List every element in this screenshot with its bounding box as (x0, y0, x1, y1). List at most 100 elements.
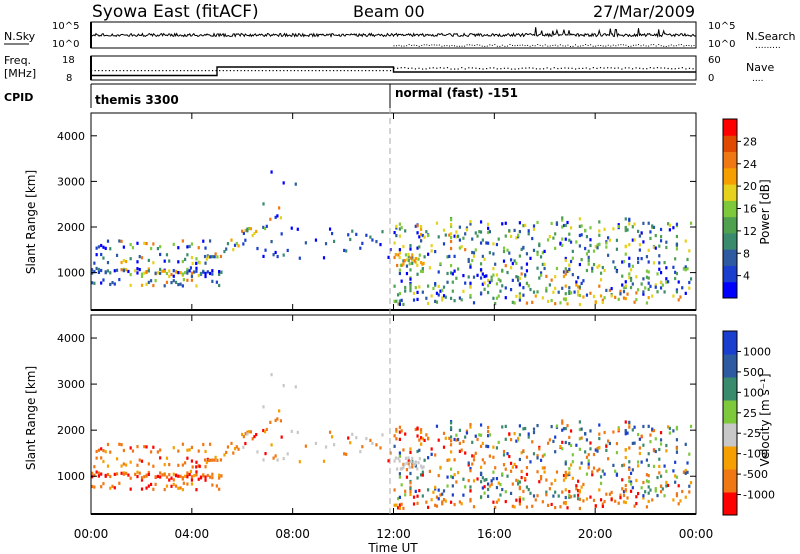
power-cell (524, 223, 527, 227)
velocity-cell (562, 473, 566, 478)
colorbar-swatch (723, 331, 737, 355)
velocity-cell (156, 474, 159, 479)
power-cell (375, 239, 378, 244)
power-cell (621, 283, 624, 287)
noise-search-dot (403, 45, 405, 47)
velocity-cell (351, 432, 354, 436)
power-cell (449, 264, 453, 268)
nave-dot (244, 70, 246, 72)
power-cell (603, 296, 606, 300)
power-cell (393, 284, 396, 288)
colorbar-tick-label: 8 (743, 247, 750, 260)
nave-dot (688, 67, 691, 69)
velocity-cell (172, 482, 175, 487)
power-cell (585, 235, 589, 239)
velocity-cell (398, 506, 401, 510)
velocity-cell (487, 494, 490, 498)
velocity-cell (598, 488, 601, 492)
velocity-cell (642, 424, 645, 429)
noise-search-dot (464, 45, 466, 47)
power-cell (615, 269, 619, 274)
velocity-cell (686, 470, 689, 474)
velocity-cell (624, 488, 627, 492)
velocity-cell (395, 503, 398, 507)
velocity-cell (422, 465, 425, 469)
power-cell (97, 245, 101, 249)
nave-dot (236, 70, 239, 72)
velocity-cell (204, 475, 207, 479)
velocity-cell (585, 455, 589, 459)
velocity-cell (578, 447, 581, 451)
velocity-cell (442, 445, 446, 449)
velocity-cell (393, 459, 396, 463)
power-cell (561, 225, 564, 229)
velocity-cell (106, 442, 110, 447)
power-cell (532, 290, 536, 294)
nave-dot (179, 70, 182, 72)
power-cell (186, 271, 189, 275)
velocity-cell (211, 472, 214, 476)
power-cell (197, 246, 200, 250)
velocity-cell (279, 419, 283, 423)
power-cell (568, 286, 571, 290)
noise-search-dot (514, 45, 516, 47)
noise-search-dot (484, 45, 486, 47)
velocity-cell (396, 467, 399, 471)
velocity-cell (197, 477, 200, 481)
velocity-cell (502, 463, 506, 467)
velocity-cell (573, 494, 576, 498)
velocity-cell (571, 476, 574, 480)
noise-search-dot (562, 45, 564, 47)
nave-dot (525, 67, 527, 69)
power-cell (511, 278, 514, 282)
power-cell (400, 298, 403, 302)
velocity-cell (174, 473, 178, 477)
power-cell (409, 283, 412, 287)
velocity-cell (517, 436, 520, 441)
velocity-cell (569, 429, 573, 433)
velocity-cell (585, 497, 589, 501)
noise-search-dot (685, 44, 687, 46)
power-cell (531, 236, 534, 241)
power-cell (172, 242, 175, 246)
velocity-cell (564, 426, 567, 431)
power-cell (100, 281, 103, 285)
power-cell (677, 280, 680, 284)
power-cell (211, 255, 214, 259)
velocity-cell (240, 432, 244, 437)
colorbar-tick-label: -100 (743, 448, 768, 461)
velocity-cell (93, 485, 96, 489)
power-cell (276, 214, 279, 218)
velocity-cell (548, 487, 551, 491)
velocity-cell (464, 435, 467, 439)
noise-search-dot (479, 44, 481, 46)
power-cell (471, 237, 474, 241)
power-cell (414, 224, 417, 228)
velocity-cell (564, 488, 567, 492)
power-cell (351, 229, 354, 233)
velocity-cell (688, 484, 691, 488)
power-cell (172, 279, 175, 283)
nave-dot (596, 67, 598, 69)
power-cell (479, 291, 483, 295)
power-cell (659, 239, 663, 243)
velocity-cell (654, 449, 657, 454)
power-cell (398, 271, 401, 276)
power-cell (612, 227, 615, 231)
power-cell (608, 238, 611, 242)
power-cell (269, 217, 272, 221)
power-cell (186, 253, 189, 257)
velocity-cell (642, 496, 645, 500)
power-cell (423, 235, 426, 239)
power-cell (442, 294, 446, 298)
velocity-cell (596, 469, 599, 473)
power-cell (409, 244, 412, 248)
power-cell (675, 242, 679, 247)
velocity-cell (455, 480, 458, 484)
power-cell (118, 277, 121, 282)
power-cell (206, 270, 209, 274)
power-cell (140, 283, 144, 287)
power-cell (525, 281, 529, 285)
power-cell (594, 245, 597, 249)
power-cell (402, 302, 405, 307)
